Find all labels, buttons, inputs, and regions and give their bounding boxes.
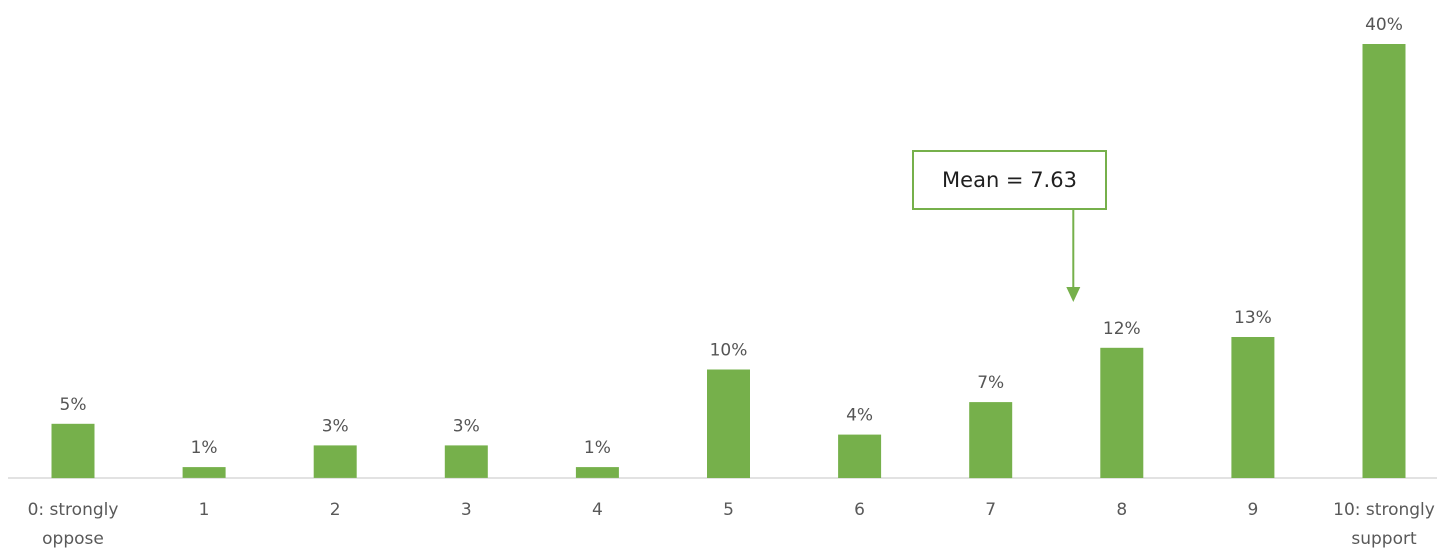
- tick-label-5: 5: [723, 500, 734, 520]
- tick-label-10: 10: strongly support: [1333, 500, 1435, 549]
- tick-label-1-line-0: 1: [199, 500, 210, 520]
- tick-label-7: 7: [985, 500, 996, 520]
- value-label-0: 5%: [60, 395, 87, 415]
- tick-label-6-line-0: 6: [854, 500, 865, 520]
- bar-5: [707, 369, 750, 478]
- mean-annotation-arrow-head: [1066, 287, 1081, 302]
- bar-9: [1231, 337, 1275, 478]
- bar-7: [969, 402, 1013, 479]
- bar-4: [575, 467, 619, 478]
- tick-label-4: 4: [592, 500, 603, 520]
- tick-label-1: 1: [199, 500, 210, 520]
- value-label-1: 1%: [191, 438, 218, 458]
- bar-1: [182, 467, 226, 478]
- tick-label-4-line-0: 4: [592, 500, 603, 520]
- value-label-8: 12%: [1103, 319, 1141, 339]
- value-label-9: 13%: [1234, 308, 1272, 328]
- value-label-6: 4%: [846, 406, 873, 426]
- tick-label-0-line-0: 0: strongly: [28, 500, 119, 520]
- tick-label-0-line-1: oppose: [42, 529, 104, 549]
- tick-label-2: 2: [330, 500, 341, 520]
- tick-label-10-line-1: support: [1351, 529, 1417, 549]
- tick-label-7-line-0: 7: [985, 500, 996, 520]
- tick-label-3: 3: [461, 500, 472, 520]
- mean-annotation-box: [912, 150, 1107, 210]
- tick-label-2-line-0: 2: [330, 500, 341, 520]
- bar-2: [313, 445, 357, 478]
- tick-label-6: 6: [854, 500, 865, 520]
- bar-3: [444, 445, 488, 478]
- value-labels-group: 5% 1% 3% 3% 1% 10% 4% 7% 12% 13% 40%: [60, 15, 1403, 458]
- bar-0: [51, 423, 95, 479]
- tick-labels-group: 0: strongly oppose 1 2 3 4 5 6 7 8 9 10: strongly su…: [28, 500, 1435, 549]
- value-label-2: 3%: [322, 416, 349, 436]
- tick-label-5-line-0: 5: [723, 500, 734, 520]
- mean-annotation-text: Mean = 7.63: [942, 168, 1077, 192]
- tick-label-9-line-0: 9: [1247, 500, 1258, 520]
- bars-group: [51, 44, 1406, 479]
- bar-6: [838, 434, 882, 478]
- tick-label-0: 0: strongly oppose: [28, 500, 119, 549]
- mean-annotation: Mean = 7.63: [912, 150, 1107, 302]
- tick-label-3-line-0: 3: [461, 500, 472, 520]
- value-label-10: 40%: [1365, 15, 1403, 35]
- bar-10: [1362, 44, 1406, 478]
- tick-label-10-line-0: 10: strongly: [1333, 500, 1435, 520]
- value-label-4: 1%: [584, 438, 611, 458]
- value-label-5: 10%: [710, 341, 748, 361]
- bar-8: [1100, 347, 1144, 478]
- tick-label-8-line-0: 8: [1116, 500, 1127, 520]
- value-label-7: 7%: [977, 373, 1004, 393]
- tick-label-9: 9: [1247, 500, 1258, 520]
- value-label-3: 3%: [453, 416, 480, 436]
- tick-label-8: 8: [1116, 500, 1127, 520]
